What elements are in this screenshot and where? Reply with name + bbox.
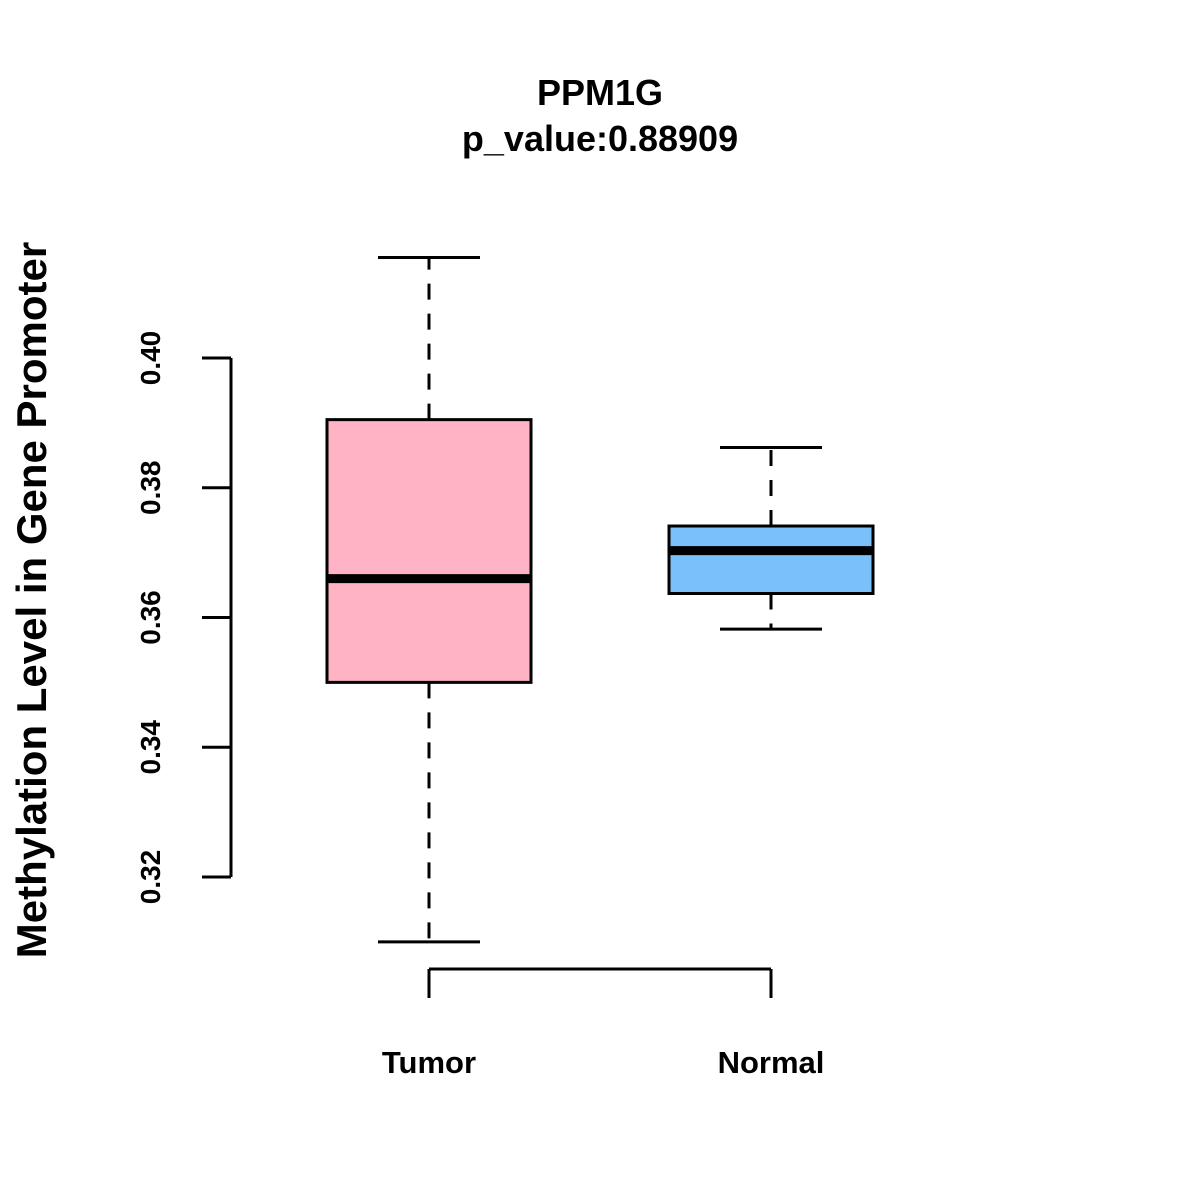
box-tumor xyxy=(325,255,533,944)
interquartile-box xyxy=(667,524,875,595)
y-tick-label: 0.38 xyxy=(135,461,166,516)
y-axis-label: Methylation Level in Gene Promoter xyxy=(8,242,55,958)
y-tick-label: 0.40 xyxy=(135,331,166,386)
chart-subtitle: p_value:0.88909 xyxy=(462,118,738,159)
x-tick-label-normal: Normal xyxy=(718,1045,825,1080)
boxes xyxy=(325,255,875,944)
box-normal xyxy=(667,446,875,631)
y-tick-label: 0.36 xyxy=(135,590,166,645)
y-tick-label: 0.32 xyxy=(135,850,166,905)
x-axis: Tumor Normal xyxy=(382,967,825,1080)
interquartile-box xyxy=(325,418,533,684)
x-tick-label-tumor: Tumor xyxy=(382,1045,476,1080)
y-axis: 0.32 0.34 0.36 0.38 0.40 xyxy=(135,331,233,905)
chart-title: PPM1G xyxy=(537,72,663,113)
y-tick-label: 0.34 xyxy=(135,720,166,775)
